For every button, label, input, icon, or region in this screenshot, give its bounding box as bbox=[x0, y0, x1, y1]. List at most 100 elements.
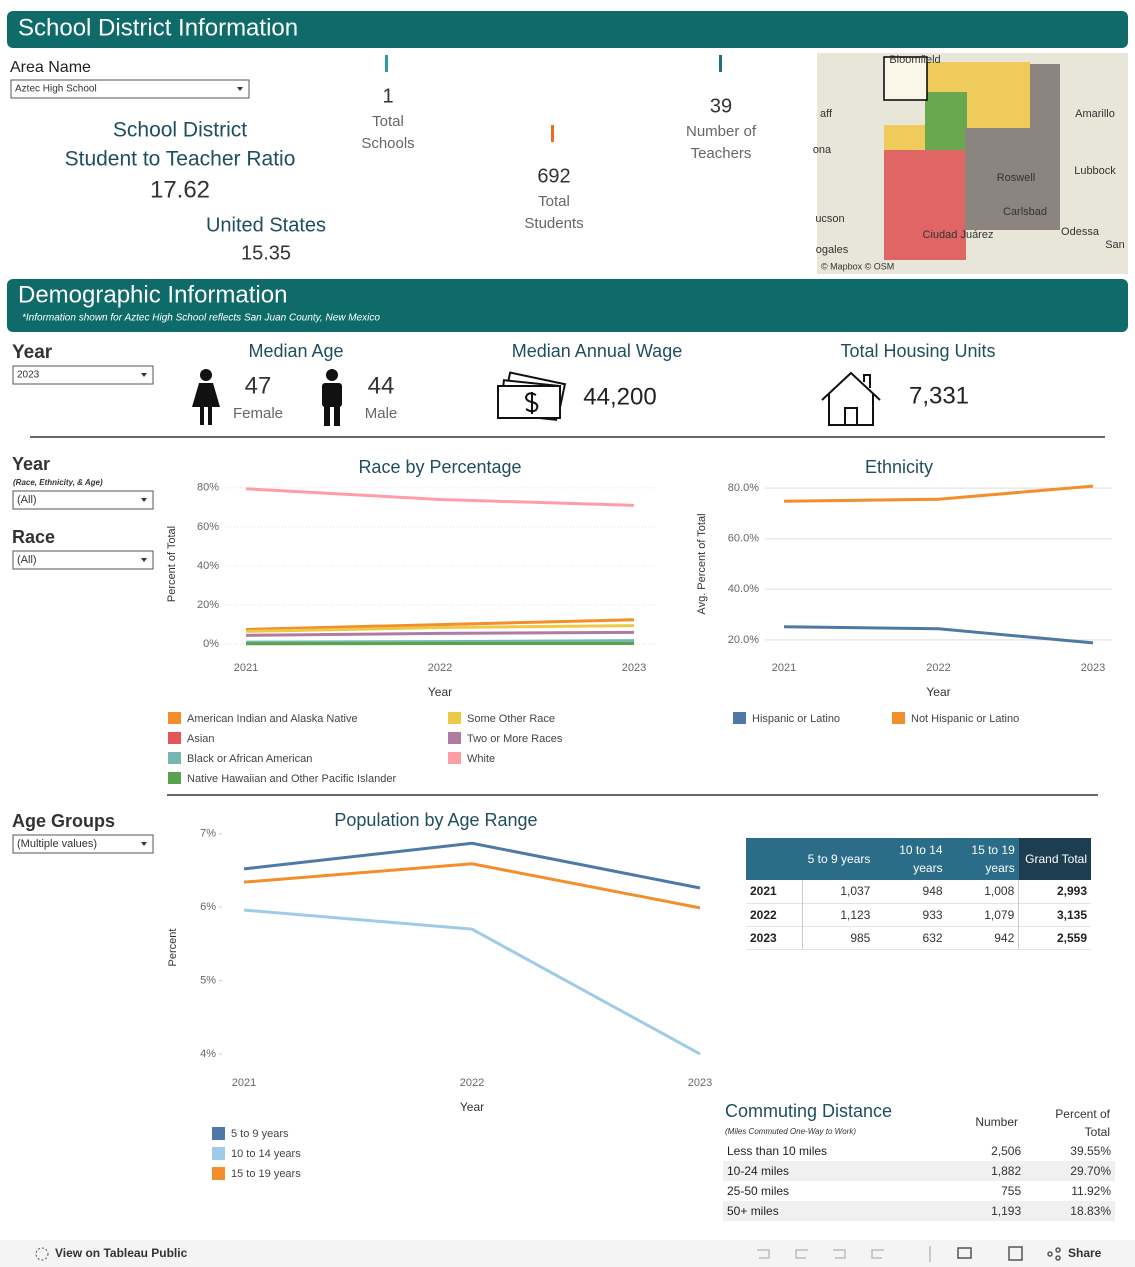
x-tick-label: 2021 bbox=[234, 662, 258, 674]
y-tick-label: 80% bbox=[197, 482, 219, 494]
legend-label: Native Hawaiian and Other Pacific Island… bbox=[187, 773, 396, 785]
dropdown-value[interactable]: Aztec High School bbox=[15, 84, 97, 95]
kpi-label: Students bbox=[524, 215, 583, 232]
column-header: Percent of Total bbox=[1055, 1107, 1110, 1139]
kpi-bar bbox=[551, 125, 554, 142]
kpi-value: 39 bbox=[710, 95, 732, 117]
dropdown[interactable] bbox=[12, 365, 154, 385]
x-tick-label: 2022 bbox=[460, 1077, 484, 1089]
us-label: United States bbox=[206, 214, 326, 236]
table-cell: 1,079 bbox=[984, 907, 1015, 922]
commuting-table: Less than 10 miles 2,506 39.55% 10-24 miles… bbox=[723, 1141, 1115, 1221]
map-attribution: © Mapbox © OSM bbox=[821, 261, 894, 271]
map-label: Roswell bbox=[997, 172, 1036, 184]
filter-label: Race bbox=[12, 527, 55, 547]
section-note: *Information shown for Aztec High School… bbox=[22, 313, 380, 324]
section-title: Demographic Information bbox=[18, 281, 287, 308]
line-series bbox=[245, 639, 635, 644]
table-cell: 2,506 bbox=[991, 1144, 1022, 1158]
dropdown[interactable] bbox=[12, 834, 154, 854]
header-bar bbox=[7, 279, 1128, 332]
table-row: Less than 10 miles 2,506 39.55% bbox=[723, 1141, 1115, 1161]
map-region bbox=[884, 125, 926, 151]
kpi-value: 1 bbox=[382, 85, 393, 107]
kpi-title: Total Housing Units bbox=[840, 341, 995, 361]
wage-value: 44,200 bbox=[583, 383, 656, 410]
legend-swatch bbox=[168, 732, 181, 744]
footer-link[interactable]: View on Tableau Public bbox=[55, 1246, 188, 1260]
legend-swatch bbox=[448, 752, 461, 764]
dropdown[interactable] bbox=[10, 79, 250, 99]
map-label: Odessa bbox=[1061, 226, 1100, 238]
table-row: 2022 1,123 933 1,079 3,135 bbox=[746, 903, 1091, 926]
legend-label: Not Hispanic or Latino bbox=[911, 713, 1019, 725]
table-cell: 2021 bbox=[750, 884, 777, 899]
x-tick-label: 2021 bbox=[772, 662, 796, 674]
table-cell: 1,008 bbox=[984, 884, 1015, 899]
dropdown-value[interactable]: 2023 bbox=[17, 370, 40, 381]
x-tick-label: 2022 bbox=[428, 662, 452, 674]
legend-label: Black or African American bbox=[187, 753, 312, 765]
age-table: 5 to 9 years 10 to 14 years 15 to 19 years… bbox=[746, 838, 1091, 950]
tableau-icon bbox=[35, 1247, 49, 1261]
table-cell: 1,037 bbox=[801, 880, 875, 903]
dropdown-arrow bbox=[141, 842, 147, 846]
female-age: 47 bbox=[245, 372, 272, 399]
chart-title: Race by Percentage bbox=[358, 457, 521, 477]
legend-label: American Indian and Alaska Native bbox=[187, 713, 358, 725]
legend-swatch bbox=[448, 732, 461, 744]
table-row: 2023 985 632 942 2,559 bbox=[746, 926, 1091, 949]
y-axis-label: Percent of Total bbox=[166, 526, 178, 602]
male-label: Male bbox=[365, 405, 398, 422]
header-title: School District Information bbox=[18, 14, 298, 41]
legend-label: Hispanic or Latino bbox=[752, 713, 840, 725]
map-region bbox=[884, 150, 966, 260]
table-header: 5 to 9 years 10 to 14 years 15 to 19 years… bbox=[746, 838, 1091, 880]
dropdown[interactable] bbox=[12, 490, 154, 510]
table-cell: 2022 bbox=[750, 907, 777, 922]
table-subtitle: (Miles Commuted One-Way to Work) bbox=[725, 1127, 856, 1136]
male-icon bbox=[322, 369, 342, 426]
map-selected[interactable] bbox=[883, 56, 928, 101]
legend-swatch bbox=[168, 772, 181, 784]
legend-swatch bbox=[733, 712, 746, 724]
ratio-value: 17.62 bbox=[150, 176, 210, 203]
table-cell: 948 bbox=[922, 884, 943, 899]
x-axis-label: Year bbox=[460, 1100, 484, 1114]
share-button[interactable]: Share bbox=[1068, 1246, 1102, 1260]
line-series bbox=[245, 630, 635, 637]
line-series bbox=[243, 841, 701, 890]
column-header: Number bbox=[975, 1115, 1018, 1129]
legend-swatch bbox=[892, 712, 905, 724]
table-cell: 50+ miles bbox=[727, 1204, 779, 1218]
table-cell: 1,123 bbox=[801, 903, 875, 926]
line-series bbox=[243, 862, 701, 910]
map-region bbox=[925, 92, 967, 152]
header-cell: 10 to 14 years bbox=[874, 838, 947, 880]
table-cell: 10-24 miles bbox=[727, 1164, 790, 1178]
legend-label: 15 to 19 years bbox=[231, 1168, 301, 1180]
dropdown-arrow bbox=[141, 373, 147, 377]
y-tick-label: 20% bbox=[197, 599, 219, 611]
kpi-label: Teachers bbox=[691, 145, 752, 162]
money-icon bbox=[497, 371, 567, 421]
legend-label: White bbox=[467, 753, 495, 765]
legend-swatch bbox=[212, 1127, 225, 1140]
y-tick-label: 5% bbox=[200, 974, 216, 986]
map-label: ucson bbox=[815, 213, 844, 225]
y-tick-label: 4% bbox=[200, 1048, 216, 1060]
legend-swatch bbox=[212, 1167, 225, 1180]
map-region bbox=[1030, 64, 1060, 130]
table-cell: Less than 10 miles bbox=[727, 1144, 828, 1158]
table-row: 2021 1,037 948 1,008 2,993 bbox=[746, 880, 1091, 903]
ratio-title: School District bbox=[113, 119, 247, 142]
line-series bbox=[243, 908, 701, 1056]
dropdown[interactable] bbox=[12, 550, 154, 570]
table-row: 25-50 miles 755 11.92% bbox=[723, 1181, 1115, 1201]
legend-label: Asian bbox=[187, 733, 215, 745]
y-tick-label: 7% bbox=[200, 828, 216, 840]
kpi-label: Total bbox=[538, 193, 570, 210]
y-tick-label: 60% bbox=[197, 521, 219, 533]
table-cell: 2,559 bbox=[1018, 926, 1091, 949]
legend-label: 5 to 9 years bbox=[231, 1128, 289, 1140]
